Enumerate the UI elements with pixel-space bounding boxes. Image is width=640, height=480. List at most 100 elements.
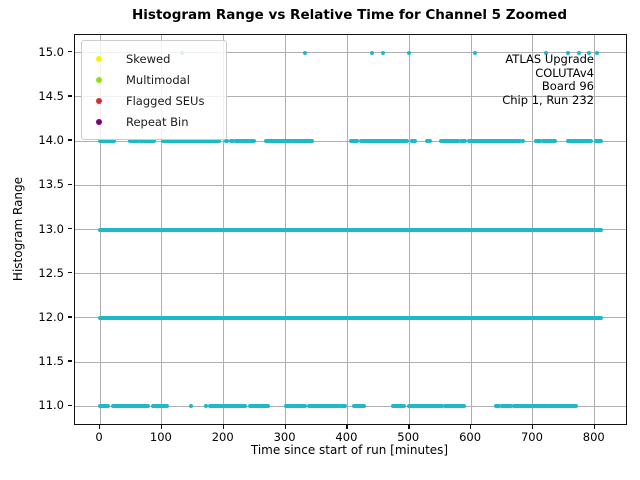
data-cluster bbox=[111, 404, 150, 409]
data-cluster bbox=[594, 139, 603, 144]
data-cluster bbox=[388, 139, 409, 144]
data-cluster bbox=[359, 139, 374, 144]
data-cluster bbox=[439, 139, 461, 144]
data-cluster bbox=[504, 139, 522, 144]
data-cluster bbox=[351, 404, 367, 409]
x-tick-label: 800 bbox=[582, 430, 605, 444]
y-gridline bbox=[75, 52, 626, 54]
y-tick bbox=[68, 95, 72, 97]
data-cluster bbox=[337, 404, 347, 409]
x-tick bbox=[284, 425, 286, 429]
data-point bbox=[380, 50, 385, 55]
x-tick bbox=[408, 425, 410, 429]
data-cluster bbox=[127, 139, 141, 144]
y-gridline bbox=[75, 273, 626, 275]
data-cluster bbox=[407, 404, 444, 409]
data-cluster bbox=[443, 404, 467, 409]
data-cluster bbox=[208, 404, 247, 409]
x-tick bbox=[470, 425, 472, 429]
x-tick bbox=[160, 425, 163, 429]
x-tick-label: 200 bbox=[211, 430, 234, 444]
data-cluster bbox=[348, 139, 360, 144]
data-point bbox=[407, 50, 412, 55]
data-cluster bbox=[540, 139, 558, 144]
data-cluster bbox=[290, 404, 307, 409]
data-cluster bbox=[234, 139, 244, 144]
y-tick-label: 14.5 bbox=[38, 88, 64, 103]
legend-marker-icon bbox=[96, 118, 102, 125]
data-cluster bbox=[466, 139, 508, 144]
y-tick bbox=[68, 316, 72, 318]
x-tick bbox=[222, 425, 225, 429]
annotation-line-1: ATLAS Upgrade bbox=[505, 52, 594, 66]
data-point bbox=[370, 50, 375, 55]
annotation: ATLAS Upgrade COLUTAv4 Board 96 Chip 1, … bbox=[502, 52, 594, 107]
data-cluster bbox=[138, 139, 156, 144]
data-point bbox=[543, 50, 548, 55]
y-tick-label: 13.0 bbox=[38, 221, 64, 236]
data-cluster bbox=[223, 139, 230, 144]
data-cluster bbox=[292, 139, 314, 144]
data-cluster bbox=[500, 404, 514, 409]
y-gridline bbox=[75, 96, 626, 98]
x-tick-label: 700 bbox=[520, 430, 543, 444]
data-cluster bbox=[264, 139, 295, 144]
legend-label: Skewed bbox=[126, 51, 171, 66]
legend-item: Repeat Bin bbox=[89, 111, 220, 132]
y-tick-label: 11.0 bbox=[38, 398, 64, 413]
data-cluster bbox=[307, 404, 341, 409]
y-tick-label: 13.5 bbox=[38, 177, 64, 192]
data-cluster bbox=[240, 139, 251, 144]
data-cluster bbox=[98, 404, 111, 409]
data-cluster bbox=[98, 227, 603, 232]
x-tick-label: 400 bbox=[335, 430, 358, 444]
data-cluster bbox=[160, 139, 221, 144]
data-cluster bbox=[512, 404, 551, 409]
legend: Skewed Multimodal Flagged SEUs Repeat Bin bbox=[81, 40, 227, 140]
legend-marker-icon bbox=[96, 97, 102, 104]
data-cluster bbox=[391, 404, 407, 409]
legend-item: Flagged SEUs bbox=[89, 90, 220, 111]
data-point bbox=[576, 50, 581, 55]
data-point bbox=[303, 50, 308, 55]
x-tick-label: 300 bbox=[273, 430, 296, 444]
y-tick-label: 12.0 bbox=[38, 309, 64, 324]
y-tick bbox=[68, 139, 72, 141]
data-cluster bbox=[248, 139, 257, 144]
data-cluster bbox=[98, 315, 603, 320]
annotation-line-4: Chip 1, Run 232 bbox=[502, 92, 594, 107]
y-tick bbox=[68, 183, 72, 185]
y-tick bbox=[68, 272, 72, 274]
legend-label: Repeat Bin bbox=[126, 114, 189, 129]
data-point bbox=[203, 404, 208, 409]
data-point bbox=[521, 139, 526, 144]
x-tick bbox=[346, 425, 348, 429]
y-tick-label: 14.0 bbox=[38, 133, 64, 148]
data-cluster bbox=[248, 404, 270, 409]
data-cluster bbox=[284, 404, 293, 409]
data-point bbox=[566, 50, 571, 55]
data-cluster bbox=[547, 404, 579, 409]
y-gridline bbox=[75, 405, 626, 407]
data-cluster bbox=[534, 139, 542, 144]
data-cluster bbox=[424, 139, 433, 144]
data-cluster bbox=[566, 139, 594, 144]
x-tick bbox=[99, 425, 101, 429]
data-point bbox=[587, 50, 592, 55]
data-cluster bbox=[371, 139, 391, 144]
legend-marker-icon bbox=[96, 76, 102, 83]
x-tick-label: 100 bbox=[149, 430, 172, 444]
x-tick bbox=[531, 425, 534, 429]
y-tick bbox=[68, 227, 72, 230]
y-tick bbox=[68, 50, 72, 53]
x-tick-label: 500 bbox=[397, 430, 420, 444]
data-point bbox=[473, 50, 478, 55]
x-tick bbox=[593, 425, 596, 429]
x-tick-label: 600 bbox=[459, 430, 482, 444]
annotation-line-3: Board 96 bbox=[541, 79, 594, 94]
y-tick bbox=[68, 360, 72, 362]
legend-marker-icon bbox=[96, 55, 102, 62]
data-cluster bbox=[229, 139, 235, 144]
data-cluster bbox=[459, 139, 467, 144]
data-point bbox=[188, 404, 193, 409]
